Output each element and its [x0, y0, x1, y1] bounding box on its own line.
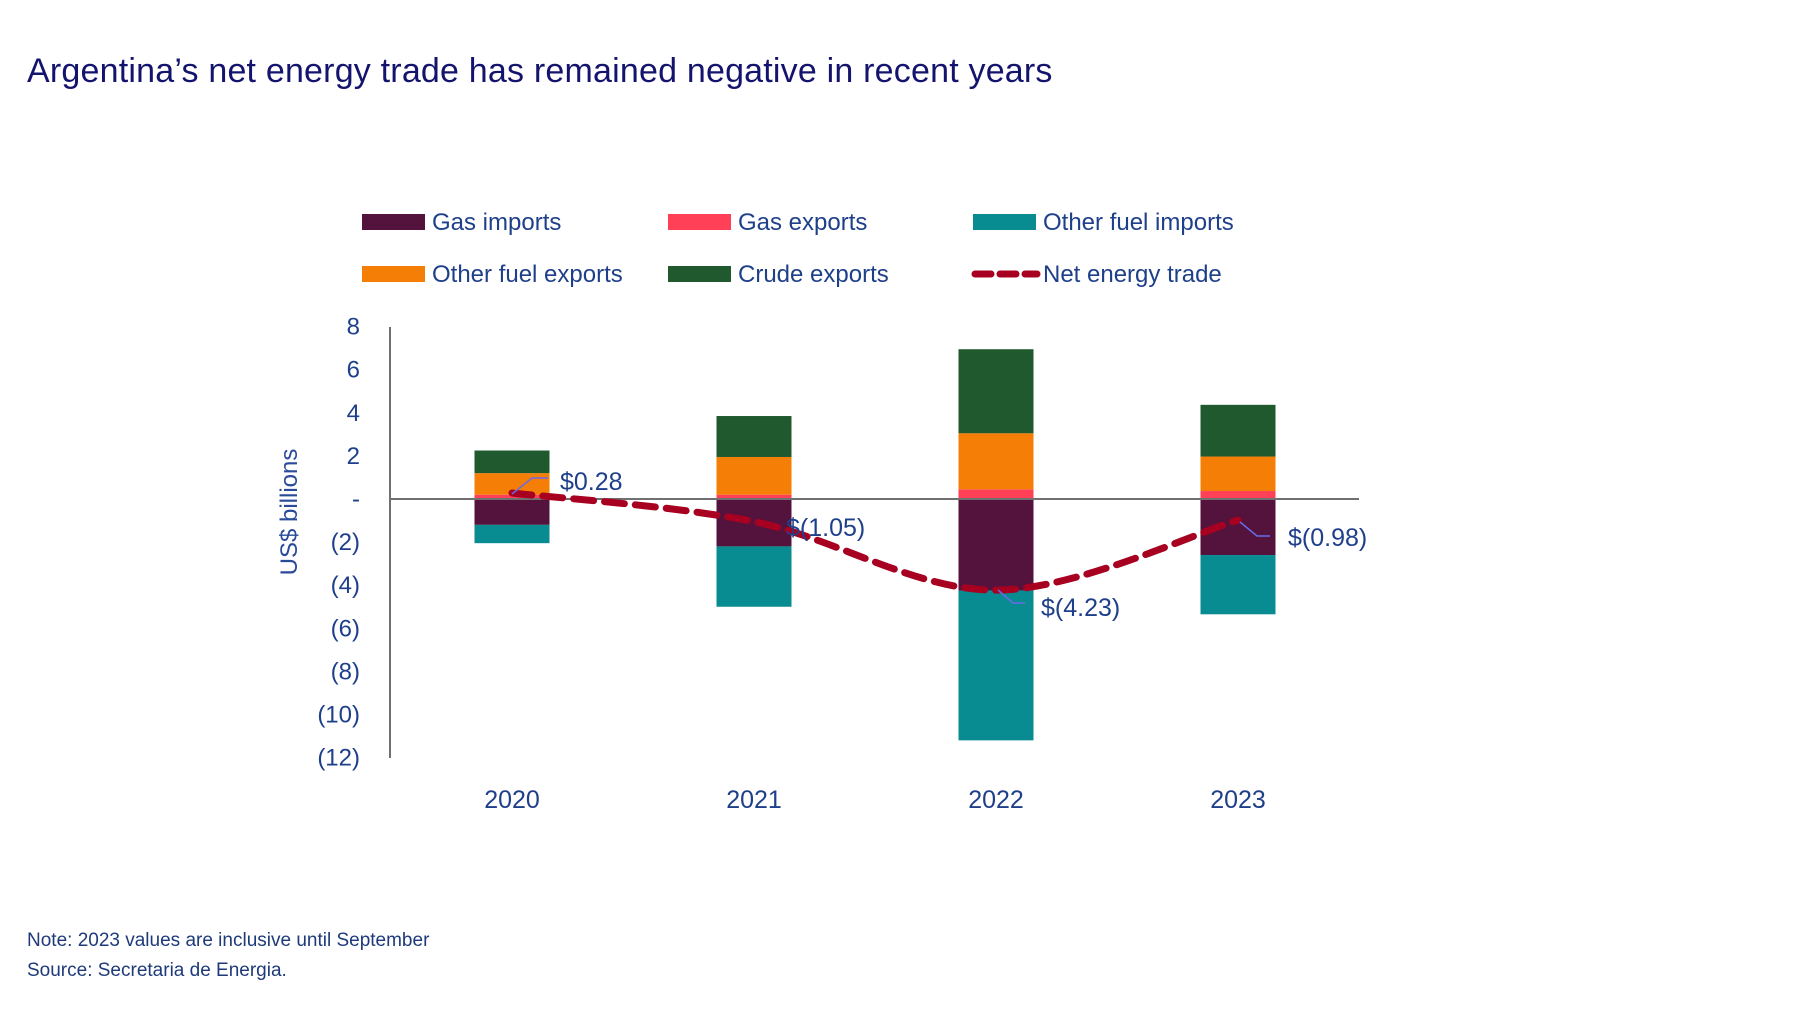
y-tick-label: - [352, 486, 360, 513]
legend-swatch [973, 214, 1036, 230]
bar-other-fuel-imports-2020 [474, 524, 550, 544]
bar-crude-exports-2021 [716, 416, 792, 457]
bar-gas-imports-2021 [716, 499, 792, 547]
bar-other-fuel-imports-2023 [1200, 555, 1276, 615]
legend-item-crude-exports: Crude exports [668, 261, 889, 288]
bar-gas-exports-2021 [716, 494, 792, 499]
data-label-2022: $(4.23) [1041, 594, 1120, 622]
legend-label: Other fuel exports [432, 261, 623, 288]
data-label-2020: $0.28 [560, 468, 623, 496]
y-tick-label: (6) [331, 615, 360, 642]
y-tick-label: (2) [331, 529, 360, 556]
legend-swatch [362, 214, 425, 230]
legend-item-gas-exports: Gas exports [668, 209, 867, 236]
bar-crude-exports-2022 [958, 349, 1034, 434]
legend-label: Net energy trade [1043, 261, 1222, 288]
bar-other-fuel-imports-2021 [716, 546, 792, 607]
y-tick-label: (4) [331, 572, 360, 599]
x-tick-label: 2022 [968, 786, 1024, 814]
bars [474, 349, 1276, 741]
data-label-2023: $(0.98) [1288, 524, 1367, 552]
bar-other-fuel-exports-2021 [716, 456, 792, 495]
y-tick-label: 2 [347, 443, 360, 470]
bar-other-fuel-imports-2022 [958, 590, 1034, 741]
footnote-note: Note: 2023 values are inclusive until Se… [27, 930, 430, 951]
data-label-leader [997, 589, 1025, 604]
legend-item-other-fuel-imports: Other fuel imports [973, 209, 1234, 236]
bar-gas-imports-2022 [958, 499, 1034, 591]
y-tick-label: (12) [317, 745, 360, 772]
bar-crude-exports-2023 [1200, 404, 1276, 457]
y-tick-label: (8) [331, 658, 360, 685]
footnote-source: Source: Secretaria de Energia. [27, 960, 287, 981]
data-label-leader [1239, 521, 1270, 537]
x-tick-label: 2023 [1210, 786, 1266, 814]
data-label-leader [511, 477, 548, 495]
legend-swatch [362, 266, 425, 282]
bar-gas-exports-2020 [474, 494, 550, 499]
legend-swatch [668, 266, 731, 282]
legend-label: Other fuel imports [1043, 209, 1234, 236]
data-label-2021: $(1.05) [786, 514, 865, 542]
bar-gas-imports-2020 [474, 499, 550, 525]
bar-gas-exports-2023 [1200, 491, 1276, 499]
net-line [508, 489, 1242, 594]
legend-label: Crude exports [738, 261, 889, 288]
bar-other-fuel-exports-2022 [958, 433, 1034, 490]
y-tick-label: (10) [317, 702, 360, 729]
data-labels: $0.28 $(1.05) $(4.23) $(0.98) [511, 468, 1367, 622]
x-tick-label: 2020 [484, 786, 540, 814]
x-tick-label: 2021 [726, 786, 782, 814]
bar-crude-exports-2020 [474, 450, 550, 474]
legend-item-gas-imports: Gas imports [362, 209, 561, 236]
legend: Gas imports Gas exports Other fuel imports… [362, 209, 1234, 288]
net-energy-trade-line [508, 489, 1242, 594]
y-axis-title: US$ billions [276, 449, 303, 576]
legend-item-net-energy-trade: Net energy trade [971, 261, 1222, 288]
legend-swatch [668, 214, 731, 230]
legend-item-other-fuel-exports: Other fuel exports [362, 261, 623, 288]
legend-label: Gas imports [432, 209, 561, 236]
axes: 8 6 4 2 - (2) (4) (6) (8) (10) (12) 2020 2021 2022 202… [276, 314, 1359, 814]
chart-title: Argentina’s net energy trade has remaine… [27, 52, 1053, 90]
y-tick-label: 8 [347, 314, 360, 341]
y-tick-label: 6 [347, 357, 360, 384]
y-tick-label: 4 [347, 400, 360, 427]
bar-other-fuel-exports-2023 [1200, 456, 1276, 492]
legend-label: Gas exports [738, 209, 867, 236]
bar-gas-exports-2022 [958, 489, 1034, 499]
